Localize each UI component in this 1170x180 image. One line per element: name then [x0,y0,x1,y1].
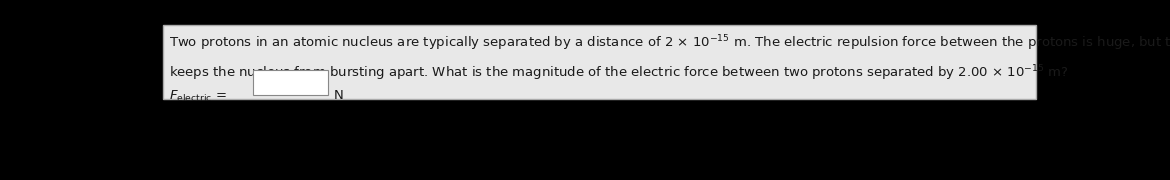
Text: Two protons in an atomic nucleus are typically separated by a distance of 2 × 10: Two protons in an atomic nucleus are typ… [168,33,1170,53]
Text: N: N [333,89,344,102]
FancyBboxPatch shape [253,70,328,95]
FancyBboxPatch shape [163,25,1035,99]
Text: $F_{\mathrm{electric}}$ =: $F_{\mathrm{electric}}$ = [168,89,227,104]
Text: keeps the nucleus from bursting apart. What is the magnitude of the electric for: keeps the nucleus from bursting apart. W… [168,64,1068,84]
